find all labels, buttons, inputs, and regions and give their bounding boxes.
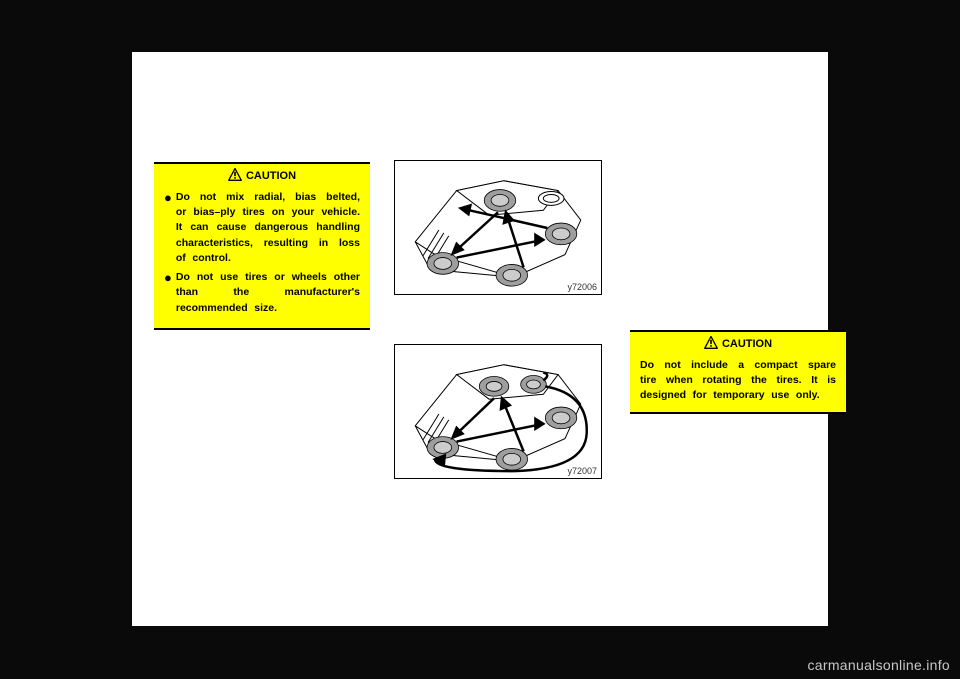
manual-page: CAUTION ● Do not mix radial, bias belted…: [132, 52, 828, 626]
caution-box-2: CAUTION Do not include a compact spare t…: [630, 330, 846, 414]
figure-1-label: y72006: [567, 282, 597, 292]
caution-1-body: ● Do not mix radial, bias belted, or bia…: [164, 190, 360, 316]
caution-1-item-1: ● Do not mix radial, bias belted, or bia…: [164, 190, 360, 266]
caution-1-item-2-text: Do not use tires or wheels other than th…: [176, 270, 360, 316]
tire-rotation-diagram-1: [395, 161, 601, 294]
caution-1-item-1-text: Do not mix radial, bias belted, or bias–…: [176, 190, 360, 266]
caution-header-1: CAUTION: [164, 168, 360, 184]
caution-2-text: Do not include a compact spare tire when…: [640, 358, 836, 404]
warning-triangle-icon: [704, 336, 718, 352]
figure-tire-rotation-no-spare: y72006: [394, 160, 602, 295]
caution-label-2: CAUTION: [722, 338, 772, 350]
caution-header-2: CAUTION: [640, 336, 836, 352]
tire-rotation-diagram-2: [395, 345, 601, 478]
bullet-icon: ●: [164, 190, 172, 266]
figure-2-label: y72007: [567, 466, 597, 476]
caution-1-item-2: ● Do not use tires or wheels other than …: [164, 270, 360, 316]
watermark-text: carmanualsonline.info: [808, 657, 951, 673]
warning-triangle-icon: [228, 168, 242, 184]
figure-tire-rotation-with-spare: y72007: [394, 344, 602, 479]
caution-box-1: CAUTION ● Do not mix radial, bias belted…: [154, 162, 370, 330]
caution-label-1: CAUTION: [246, 170, 296, 182]
bullet-icon: ●: [164, 270, 172, 316]
